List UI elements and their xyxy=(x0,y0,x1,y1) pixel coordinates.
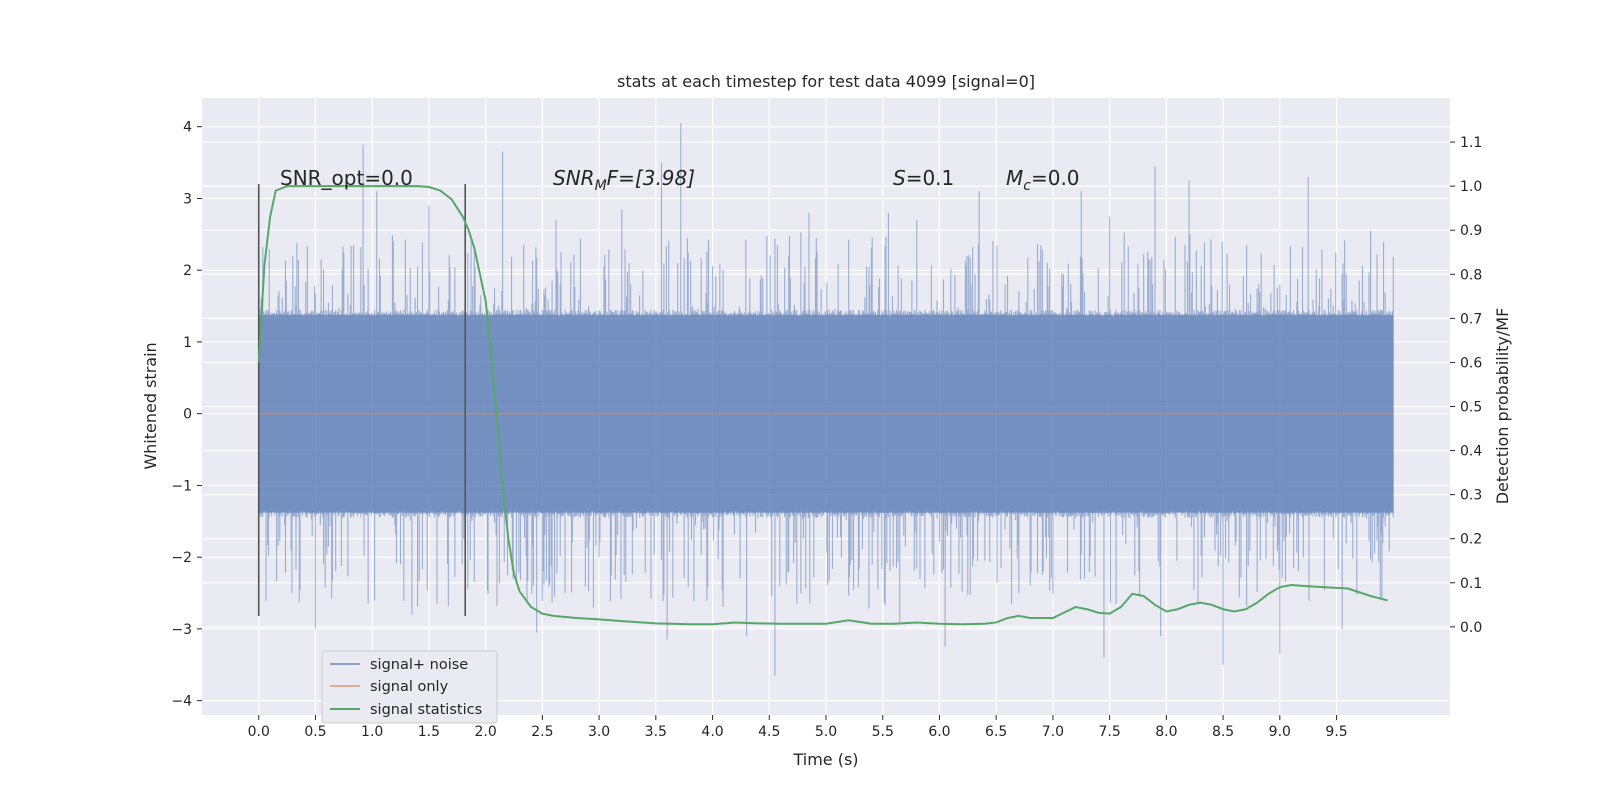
left-y-tick-label: 2 xyxy=(183,263,192,279)
mc-value: =0.0 xyxy=(1031,166,1080,190)
left-y-tick-label: 3 xyxy=(183,191,192,207)
snr-mf-sub: M xyxy=(595,178,607,194)
x-tick-label: 1.0 xyxy=(361,724,383,740)
x-tick-label: 6.5 xyxy=(985,724,1007,740)
right-y-tick-label: 0.4 xyxy=(1460,444,1482,460)
right-y-tick-label: 0.8 xyxy=(1460,267,1482,283)
right-y-tick-label: 0.1 xyxy=(1460,576,1482,592)
right-y-tick-label: 0.9 xyxy=(1460,223,1482,239)
signal-statistics-line xyxy=(257,185,1388,626)
x-tick-label: 0.0 xyxy=(248,724,270,740)
x-tick-label: 5.5 xyxy=(872,724,894,740)
right-y-tick-label: 0.7 xyxy=(1460,311,1482,327)
left-y-tick-label: −1 xyxy=(171,478,192,494)
x-tick-label: 7.0 xyxy=(1042,724,1064,740)
x-tick-label: 3.5 xyxy=(645,724,667,740)
snr-opt-annotation: SNR_opt=0.0 xyxy=(280,166,413,190)
left-y-tick-label: −4 xyxy=(171,694,192,710)
x-tick-label: 4.0 xyxy=(701,724,723,740)
right-y-tick-label: 1.1 xyxy=(1460,135,1482,151)
snr-mf-annotation: SNRMF=[3.98] xyxy=(553,166,695,194)
x-tick-label: 6.0 xyxy=(928,724,950,740)
x-axis-label: Time (s) xyxy=(792,750,858,769)
x-tick-label: 9.0 xyxy=(1269,724,1291,740)
right-y-tick-label: 0.0 xyxy=(1460,620,1482,636)
right-y-tick-label: 0.3 xyxy=(1460,488,1482,504)
vertical-markers xyxy=(257,184,467,616)
right-y-axis-label: Detection probability/MF xyxy=(1493,308,1512,505)
left-y-tick-label: 4 xyxy=(183,120,192,136)
legend-label-signal-statistics: signal statistics xyxy=(370,702,482,718)
x-tick-label: 2.5 xyxy=(531,724,553,740)
x-tick-label: 4.5 xyxy=(758,724,780,740)
left-y-axis: −4 −3 −2 −1 0 1 2 3 4 xyxy=(171,120,202,710)
x-tick-label: 5.0 xyxy=(815,724,837,740)
right-y-tick-label: 1.0 xyxy=(1460,179,1482,195)
x-axis: 0.0 0.5 1.0 1.5 2.0 2.5 3.0 3.5 4.0 4.5 5.0 5.5 6.0 6… xyxy=(248,715,1348,740)
x-tick-label: 3.0 xyxy=(588,724,610,740)
mc-annotation: Mc=0.0 xyxy=(1006,166,1080,194)
right-y-tick-label: 0.5 xyxy=(1460,400,1482,416)
left-y-tick-label: 1 xyxy=(183,335,192,351)
s-annotation: S=0.1 xyxy=(893,166,954,190)
x-tick-label: 9.5 xyxy=(1325,724,1347,740)
s-italic: S xyxy=(893,166,906,190)
s-value: =0.1 xyxy=(906,166,955,190)
x-tick-label: 8.0 xyxy=(1155,724,1177,740)
left-y-tick-label: −2 xyxy=(171,550,192,566)
mc-sub: c xyxy=(1023,178,1031,194)
snr-mf-prefix: SNR xyxy=(553,166,595,190)
signal-statistics-series xyxy=(257,185,1388,626)
x-tick-label: 8.5 xyxy=(1212,724,1234,740)
left-y-tick-label: 0 xyxy=(183,407,192,423)
legend-label-signal-noise: signal+ noise xyxy=(370,657,468,673)
legend-box xyxy=(321,650,498,724)
x-tick-label: 0.5 xyxy=(304,724,326,740)
snr-mf-suffix: F=[3.98] xyxy=(607,166,695,190)
right-y-tick-label: 0.6 xyxy=(1460,355,1482,371)
legend-label-signal-only: signal only xyxy=(370,679,449,695)
legend: signal+ noise signal only signal statist… xyxy=(321,650,498,724)
left-y-axis-label: Whitened strain xyxy=(141,342,160,469)
chart-title: stats at each timestep for test data 409… xyxy=(617,72,1035,91)
left-y-tick-label: −3 xyxy=(171,622,192,638)
mc-italic: M xyxy=(1006,166,1023,190)
right-y-axis: 0.0 0.1 0.2 0.3 0.4 0.5 0.6 0.7 0.8 0.9 1.0 1.1 xyxy=(1450,135,1482,636)
x-tick-label: 2.0 xyxy=(475,724,497,740)
x-tick-label: 1.5 xyxy=(418,724,440,740)
x-tick-label: 7.5 xyxy=(1099,724,1121,740)
right-y-tick-label: 0.2 xyxy=(1460,532,1482,548)
